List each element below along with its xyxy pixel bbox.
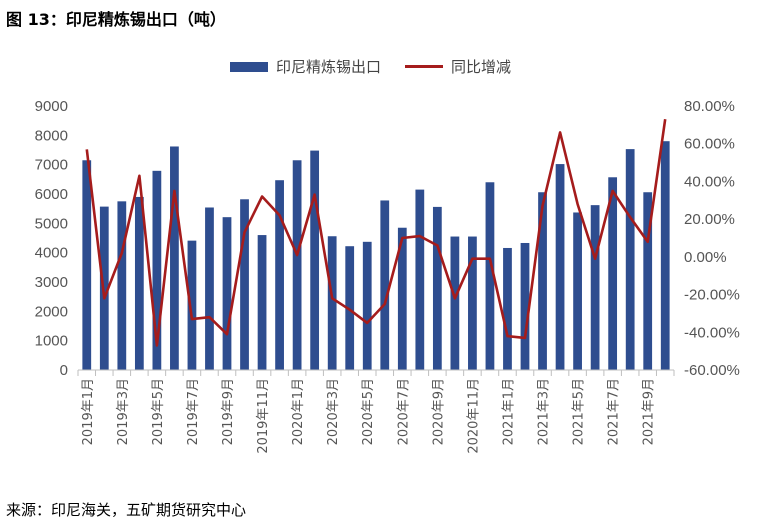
- left-tick-label: 5000: [35, 215, 68, 232]
- left-tick-label: 7000: [35, 157, 68, 174]
- bar: [520, 242, 530, 370]
- x-tick-label: 2021年7月: [607, 378, 622, 445]
- x-tick-label: 2021年1月: [501, 378, 516, 445]
- legend-item-line: 同比增减: [405, 56, 511, 77]
- chart-legend: 印尼精炼锡出口 同比增减: [230, 56, 535, 77]
- right-tick-label: 20.00%: [684, 211, 735, 228]
- bar: [362, 241, 372, 370]
- bar: [450, 236, 460, 370]
- left-tick-label: 3000: [35, 274, 68, 291]
- bar: [327, 236, 337, 370]
- figure-title: 图 13：印尼精炼锡出口（吨）: [6, 10, 226, 29]
- left-tick-label: 1000: [35, 333, 68, 350]
- bar: [590, 205, 600, 370]
- bar: [345, 246, 355, 370]
- x-tick-label: 2021年9月: [642, 378, 657, 445]
- bar: [468, 236, 477, 370]
- x-tick-label: 2020年11月: [466, 378, 481, 454]
- x-tick-label: 2019年9月: [221, 378, 236, 445]
- line-series: [85, 119, 667, 347]
- legend-line-swatch: [405, 65, 444, 68]
- bar: [275, 180, 284, 370]
- x-tick-label: 2021年5月: [572, 378, 587, 445]
- bar: [82, 160, 92, 370]
- x-tick-label: 2019年3月: [116, 378, 131, 445]
- legend-bar-label: 印尼精炼锡出口: [276, 58, 382, 76]
- left-tick-label: 0: [60, 362, 68, 379]
- bar: [222, 217, 232, 370]
- x-axis-ticks: 2019年1月 2019年3月 2019年5月 2019年7月 2019年9月 2019年…: [81, 378, 657, 454]
- bar: [170, 146, 179, 370]
- right-axis-ticks: -60.00% -40.00% -20.00% 0.00% 20.00% 40.00% 60…: [684, 98, 740, 379]
- right-tick-label: 60.00%: [684, 136, 735, 153]
- left-tick-label: 9000: [35, 98, 68, 115]
- bar: [660, 141, 670, 370]
- bar: [257, 235, 267, 370]
- bar: [397, 227, 407, 370]
- bar: [625, 149, 635, 370]
- bar: [573, 212, 582, 370]
- x-tick-label: 2020年1月: [291, 378, 306, 445]
- chart-axes: [77, 369, 675, 376]
- bar: [187, 240, 197, 370]
- x-tick-label: 2020年9月: [431, 378, 446, 445]
- bar: [608, 177, 618, 370]
- x-tick-label: 2019年5月: [151, 378, 166, 445]
- bar: [643, 192, 653, 370]
- bar: [485, 182, 495, 370]
- bar: [538, 192, 547, 370]
- right-tick-label: -40.00%: [684, 324, 740, 341]
- legend-item-bar: 印尼精炼锡出口: [230, 56, 381, 77]
- bar: [310, 150, 320, 370]
- x-tick-label: 2020年7月: [396, 378, 411, 445]
- bar: [380, 200, 390, 370]
- x-tick-label: 2020年3月: [326, 378, 341, 445]
- right-tick-label: 80.00%: [684, 98, 735, 115]
- right-tick-label: 0.00%: [684, 249, 727, 266]
- bar: [432, 206, 442, 370]
- bar: [205, 207, 214, 370]
- bar: [292, 160, 302, 370]
- bar-series: [82, 141, 670, 370]
- left-tick-label: 6000: [35, 186, 68, 203]
- right-tick-label: -20.00%: [684, 287, 740, 304]
- bar: [555, 164, 565, 370]
- left-axis-ticks: 0 1000 2000 3000 4000 5000 6000 7000 8000 9000: [35, 98, 68, 379]
- x-tick-label: 2020年5月: [361, 378, 376, 445]
- bar: [240, 199, 249, 370]
- x-tick-label: 2019年11月: [256, 378, 271, 454]
- bar: [152, 170, 162, 370]
- bar: [503, 247, 512, 370]
- legend-line-label: 同比增减: [451, 58, 512, 76]
- legend-bar-swatch: [230, 61, 268, 72]
- yoy-line: [85, 119, 667, 347]
- bar: [134, 196, 144, 370]
- source-note: 来源：印尼海关，五矿期货研究中心: [6, 501, 247, 519]
- x-tick-label: 2019年7月: [186, 378, 201, 445]
- x-tick-label: 2021年3月: [537, 378, 552, 445]
- bar: [117, 201, 127, 370]
- bar: [415, 189, 425, 370]
- x-tick-label: 2019年1月: [81, 378, 96, 445]
- left-tick-label: 2000: [35, 303, 68, 320]
- right-tick-label: 40.00%: [684, 173, 735, 190]
- right-tick-label: -60.00%: [684, 362, 740, 379]
- left-tick-label: 4000: [35, 245, 68, 262]
- left-tick-label: 8000: [35, 127, 68, 144]
